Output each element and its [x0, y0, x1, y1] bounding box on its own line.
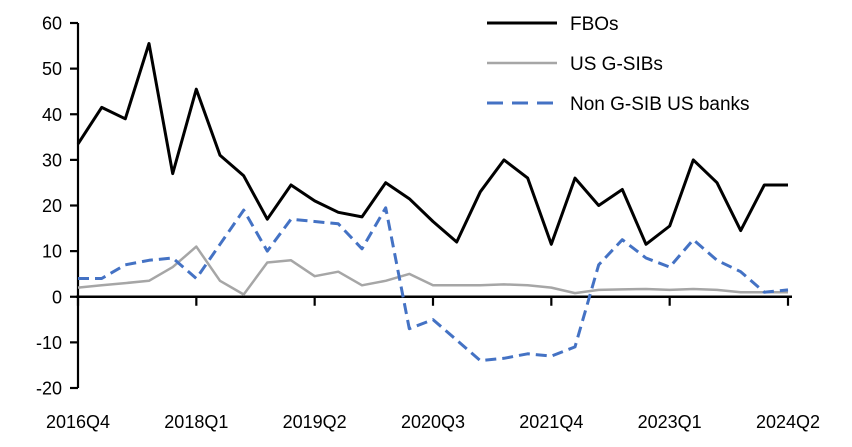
y-tick-label: 30	[42, 150, 62, 170]
legend-label: FBOs	[570, 14, 619, 35]
x-tick-label: 2018Q1	[164, 412, 228, 432]
y-tick-label: -10	[36, 333, 62, 353]
x-tick-label: 2024Q2	[756, 412, 820, 432]
series-line-fbos	[76, 42, 788, 246]
legend-label: Non G-SIB US banks	[570, 94, 750, 115]
y-tick-label: 40	[42, 105, 62, 125]
legend-label: US G-SIBs	[570, 54, 663, 75]
y-tick-label: 20	[42, 196, 62, 216]
series-line-non-g-sib-us-banks	[78, 206, 789, 363]
y-tick-label: 50	[42, 59, 62, 79]
y-tick-label: 0	[52, 287, 62, 307]
y-tick-label: 60	[42, 14, 62, 34]
x-tick-label: 2016Q4	[46, 412, 110, 432]
x-tick-label: 2023Q1	[638, 412, 702, 432]
x-tick-label: 2021Q4	[519, 412, 583, 432]
x-tick-label: 2020Q3	[401, 412, 465, 432]
x-tick-label: 2019Q2	[283, 412, 347, 432]
y-tick-label: 10	[42, 242, 62, 262]
series-line-us-g-sibs	[77, 245, 788, 296]
y-tick-label: -20	[36, 379, 62, 399]
